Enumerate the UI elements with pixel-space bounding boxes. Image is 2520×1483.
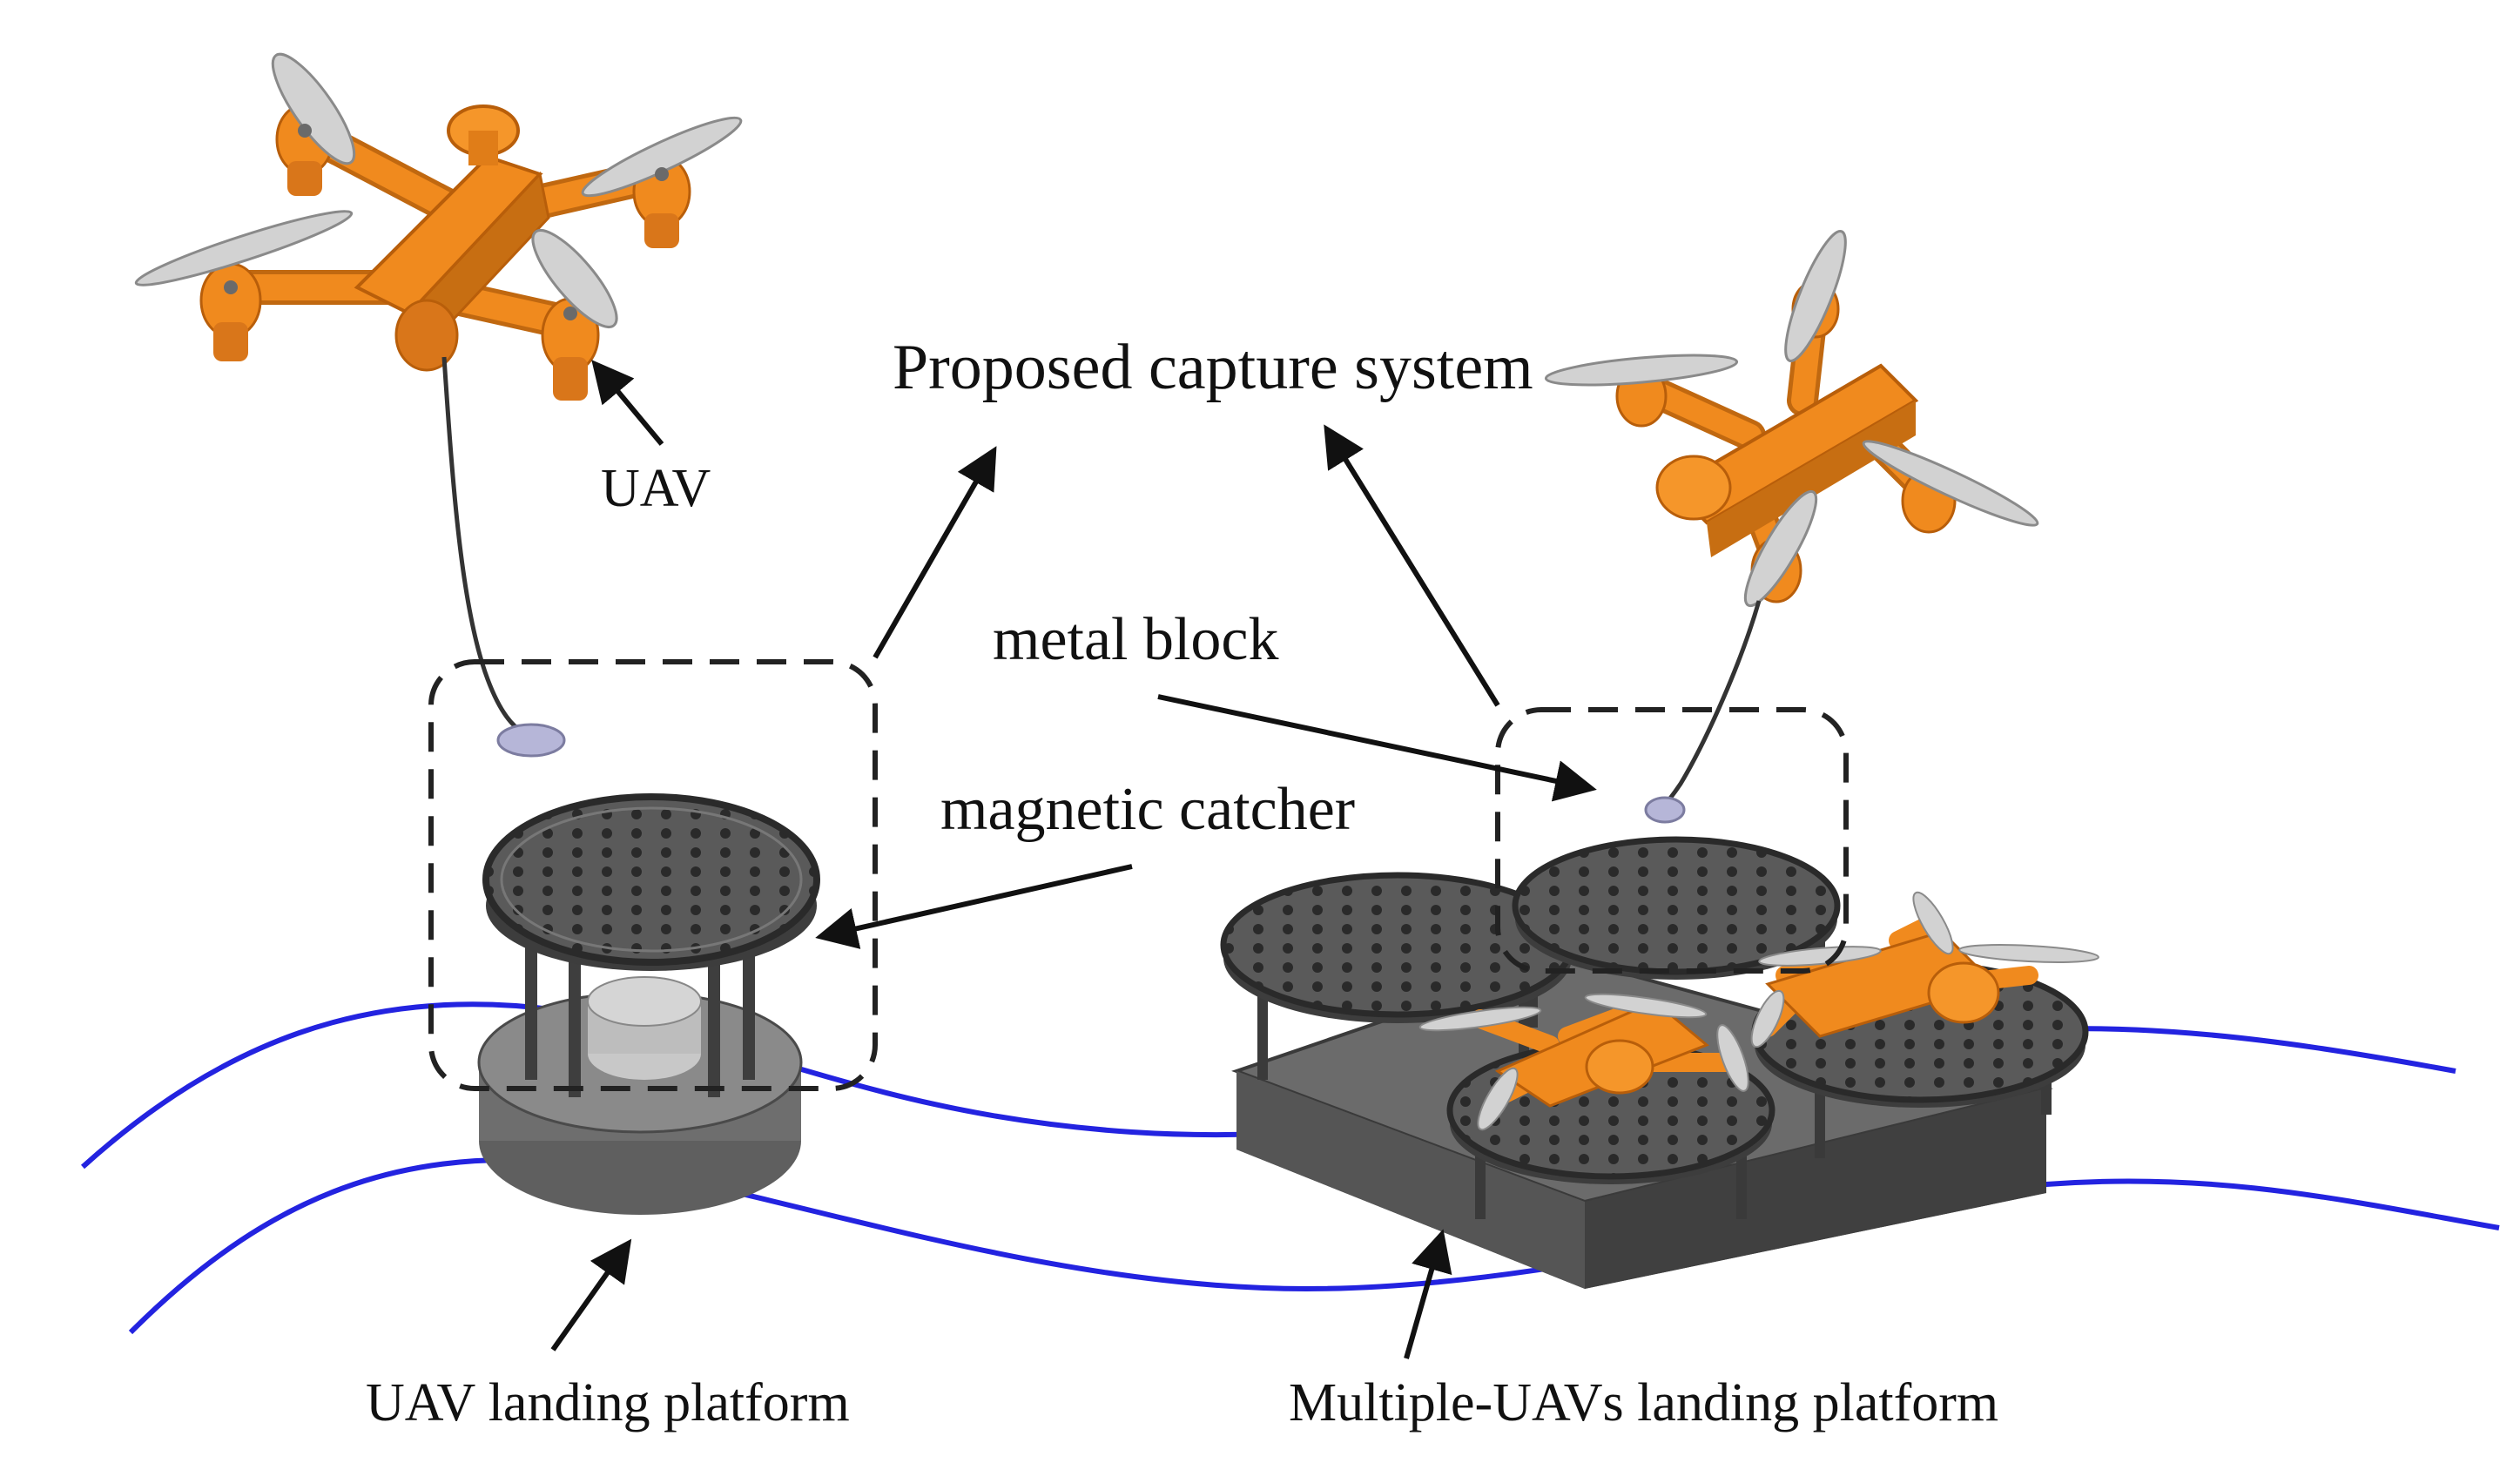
- uav-drone-landed-2: [1750, 891, 2099, 1048]
- arrow-uav: [591, 360, 664, 446]
- label-uav-landing-platform: UAV landing platform: [366, 1373, 850, 1432]
- arrow-multi-platform: [1404, 1229, 1452, 1359]
- arrow-capture-right: [1324, 424, 1500, 707]
- arrows: [550, 360, 1597, 1359]
- uav-drone-right: [1544, 230, 2039, 608]
- uav-drone-landed-1: [1418, 993, 1749, 1131]
- label-multi-uav-landing-platform: Multiple-UAVs landing platform: [1289, 1373, 1999, 1432]
- uav-drone-left: [134, 52, 743, 401]
- metal-block-left: [496, 723, 566, 758]
- arrow-magnetic-catcher: [815, 864, 1133, 949]
- arrow-capture-left: [873, 446, 997, 659]
- arrow-uav-platform: [550, 1238, 632, 1352]
- label-metal-block: metal block: [993, 606, 1279, 673]
- wave-lower: [128, 1156, 2500, 1335]
- tether-left: [441, 356, 524, 734]
- metal-block-right: [1644, 796, 1686, 824]
- multi-uav-landing-platform: [1220, 836, 2089, 1289]
- label-proposed-capture-system: Proposed capture system: [893, 332, 1533, 403]
- arrow-metal-block: [1157, 694, 1597, 802]
- dashed-box-right: [1495, 707, 1849, 974]
- label-uav: UAV: [601, 459, 711, 518]
- dashed-box-left: [428, 659, 878, 1091]
- label-magnetic-catcher: magnetic catcher: [940, 776, 1356, 843]
- uav-landing-platform-left: [477, 793, 820, 1215]
- tether-right: [1662, 600, 1762, 807]
